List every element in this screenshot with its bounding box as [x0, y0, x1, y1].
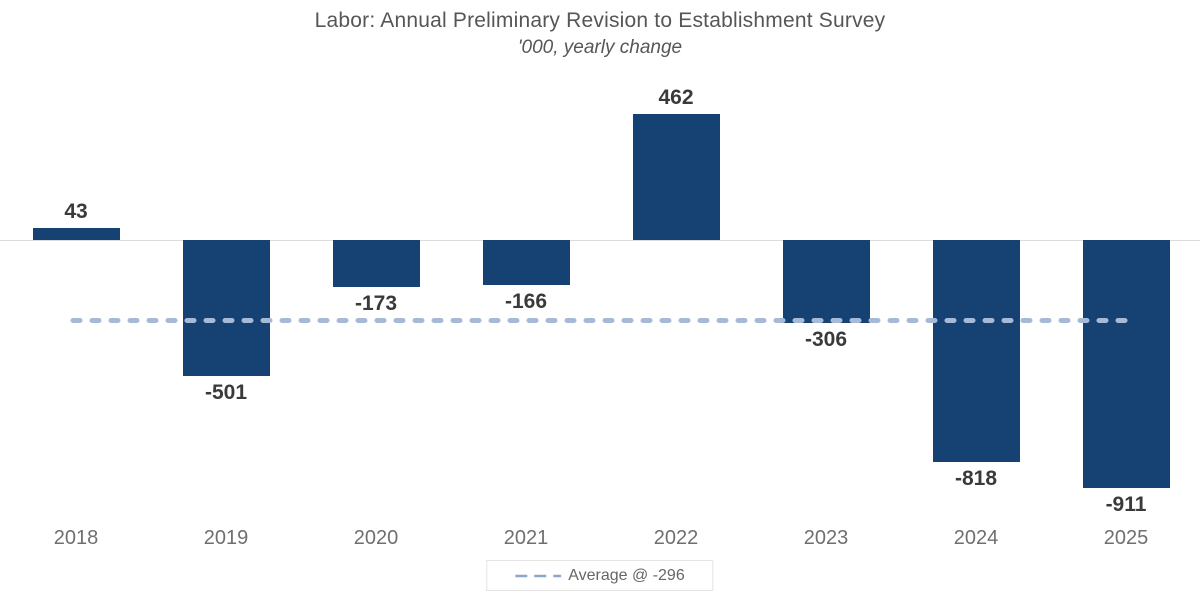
chart-subtitle: '000, yearly change: [517, 37, 683, 58]
value-label-2019: -501: [204, 381, 248, 405]
bar-2018: [32, 228, 120, 240]
bar-2020: [332, 240, 420, 288]
value-label-2022: 462: [658, 86, 694, 110]
bar-2023: [782, 240, 870, 324]
x-axis-label-2018: 2018: [53, 527, 99, 549]
x-axis-label-2019: 2019: [203, 527, 249, 549]
value-label-2020: -173: [354, 292, 398, 316]
zero-axis-line: [0, 240, 1200, 241]
bar-2024: [932, 240, 1020, 463]
value-label-2025: -911: [1105, 492, 1147, 516]
legend: Average @ -296: [486, 560, 714, 591]
x-axis-label-2020: 2020: [353, 527, 399, 549]
value-label-2021: -166: [504, 290, 548, 314]
x-axis-label-2022: 2022: [653, 527, 699, 549]
x-axis-label-2024: 2024: [953, 527, 999, 549]
x-axis-label-2023: 2023: [803, 527, 849, 549]
value-label-2024: -818: [954, 467, 998, 491]
legend-dash-icon: [515, 574, 562, 577]
value-label-2023: -306: [804, 328, 848, 352]
bar-2021: [482, 240, 570, 286]
x-axis-label-2021: 2021: [503, 527, 549, 549]
x-axis-label-2025: 2025: [1103, 527, 1149, 549]
bar-2019: [182, 240, 270, 377]
value-label-2018: 43: [64, 200, 88, 224]
legend-label: Average @ -296: [568, 566, 685, 584]
bar-2025: [1082, 240, 1170, 488]
chart-title: Labor: Annual Preliminary Revision to Es…: [314, 9, 886, 32]
bar-2022: [632, 114, 720, 240]
